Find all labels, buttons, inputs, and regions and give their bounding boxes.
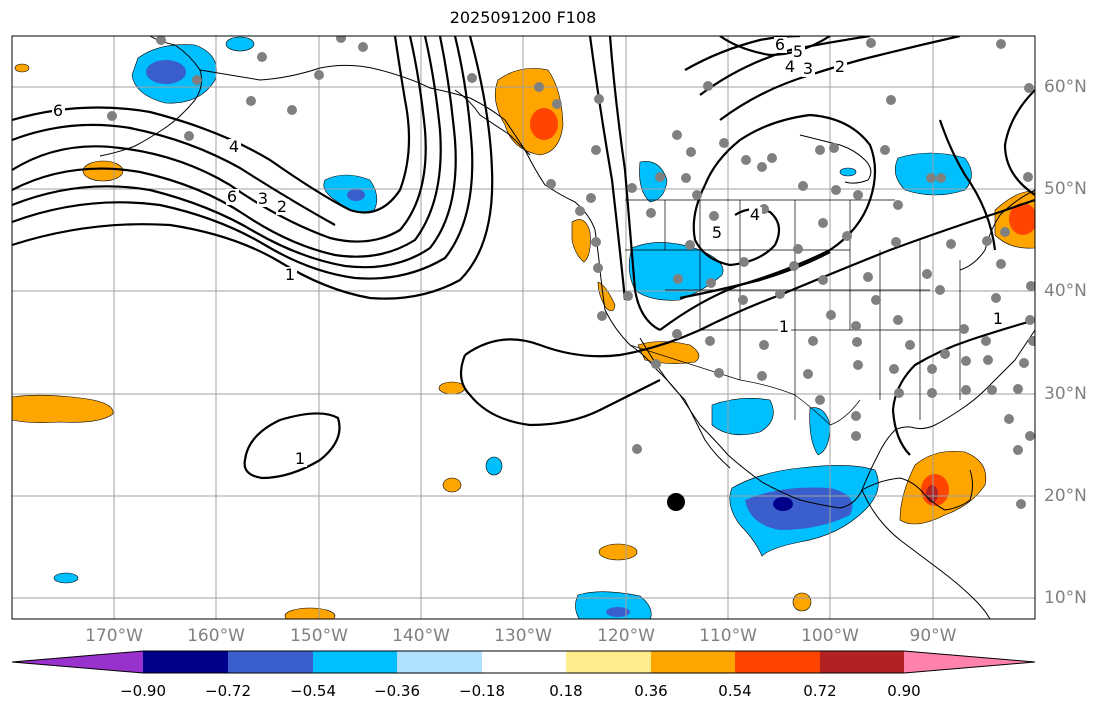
contour-label-bg <box>778 319 791 335</box>
contour-label: 4 <box>750 205 760 224</box>
colorbar-extend-high <box>904 651 1035 673</box>
lon-label-140w: 140°W <box>392 626 450 646</box>
contour-label-bg <box>784 59 797 75</box>
lon-label-90w: 90°W <box>909 626 957 646</box>
contour-label-bg <box>834 59 847 75</box>
colorbar-segment <box>566 651 651 673</box>
contour-label-bg <box>294 451 307 467</box>
contour-label: 5 <box>712 223 722 242</box>
colorbar-tick: −0.90 <box>120 682 166 700</box>
colorbar-segment <box>397 651 482 673</box>
contour-label: 2 <box>835 57 845 76</box>
colorbar-segment <box>735 651 820 673</box>
lon-label-150w: 150°W <box>290 626 348 646</box>
lon-label-160w: 160°W <box>187 626 245 646</box>
colorbar-segment <box>313 651 397 673</box>
colorbar-segment <box>228 651 313 673</box>
contour-label: 6 <box>53 101 63 120</box>
contour-label: 3 <box>803 59 813 78</box>
negative-anomaly-shading <box>53 36 972 619</box>
contour-lines <box>12 36 1035 480</box>
lat-label-20n: 20°N <box>1044 486 1087 506</box>
colorbar-tick: 0.18 <box>549 682 583 700</box>
lon-label-120w: 120°W <box>597 626 655 646</box>
state-borders <box>625 199 961 426</box>
gridlines <box>12 36 1035 619</box>
contour-label: 6 <box>775 35 785 54</box>
contour-label-bg <box>749 207 762 223</box>
contour-label-bg <box>52 103 65 119</box>
contour-label: 1 <box>779 317 789 336</box>
coastlines <box>99 36 1035 619</box>
colorbar-outline <box>11 650 1036 674</box>
lon-label-100w: 100°W <box>801 626 859 646</box>
colorbar-tick: −0.54 <box>290 682 336 700</box>
lon-label-130w: 130°W <box>494 626 552 646</box>
lon-label-110w: 110°W <box>699 626 757 646</box>
contour-label: 4 <box>785 57 795 76</box>
colorbar-tick: 0.72 <box>803 682 837 700</box>
lat-label-40n: 40°N <box>1044 281 1087 301</box>
map-frame <box>11 35 1036 620</box>
contour-label-bg <box>257 191 270 207</box>
contour-label-bg <box>792 44 805 60</box>
contour-label: 1 <box>285 265 295 284</box>
contour-label: 1 <box>295 449 305 468</box>
colorbar-segment <box>651 651 735 673</box>
contour-label-bg <box>226 189 239 205</box>
colorbar-tick: −0.72 <box>205 682 251 700</box>
contour-label-bg <box>276 199 289 215</box>
storm-center-marker <box>667 493 685 511</box>
contour-label: 2 <box>277 197 287 216</box>
contour-label: 6 <box>227 187 237 206</box>
contour-label-bg <box>284 267 297 283</box>
colorbar-segment <box>820 651 904 673</box>
lat-label-30n: 30°N <box>1044 384 1087 404</box>
contour-label-bg <box>228 139 241 155</box>
contour-label: 5 <box>793 42 803 61</box>
colorbar-tick: −0.18 <box>459 682 505 700</box>
colorbar-tick: 0.90 <box>887 682 921 700</box>
colorbar-segment <box>143 651 228 673</box>
colorbar-tick: 0.36 <box>634 682 668 700</box>
colorbar-tick: −0.36 <box>374 682 420 700</box>
contour-label-bg <box>774 37 787 53</box>
lat-label-60n: 60°N <box>1044 77 1087 97</box>
map-title: 2025091200 F108 <box>449 8 597 27</box>
colorbar-segment <box>482 651 566 673</box>
contour-label-bg <box>802 61 815 77</box>
contour-label: 1 <box>993 309 1003 328</box>
contour-label-bg <box>711 225 724 241</box>
lon-label-170w: 170°W <box>85 626 143 646</box>
contour-label-bg <box>992 311 1005 327</box>
station-markers <box>107 36 1035 509</box>
positive-anomaly-shading <box>12 63 1035 619</box>
lat-label-10n: 10°N <box>1044 588 1087 608</box>
contour-label: 3 <box>258 189 268 208</box>
colorbar-tick: 0.54 <box>718 682 752 700</box>
contour-label: 4 <box>229 137 239 156</box>
lat-label-50n: 50°N <box>1044 179 1087 199</box>
colorbar <box>11 650 1036 674</box>
colorbar-extend-low <box>12 651 143 673</box>
